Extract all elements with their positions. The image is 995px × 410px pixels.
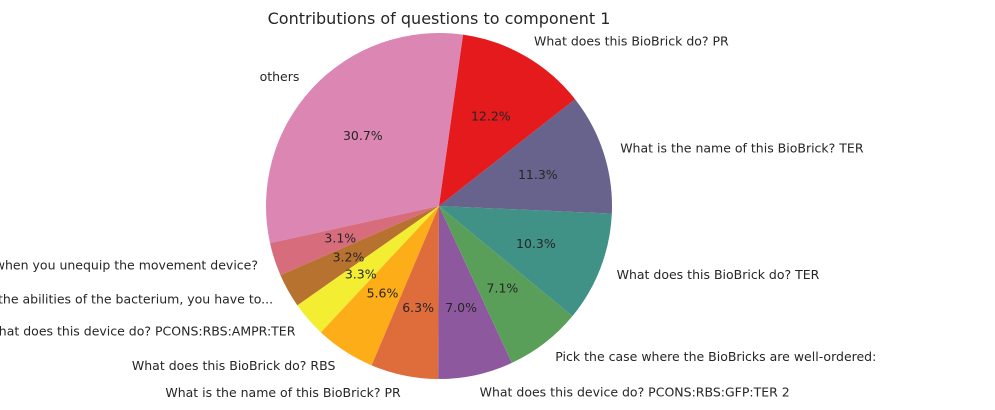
chart-title: Contributions of questions to component … — [268, 9, 611, 28]
slice-category-label: others — [260, 69, 300, 84]
slice-percent-label: 3.1% — [324, 231, 356, 246]
pie-slice — [439, 99, 612, 214]
pie-slice — [297, 206, 439, 333]
slice-percent-label: 11.3% — [518, 167, 558, 182]
slice-category-label: What is the name of this BioBrick? TER — [620, 140, 864, 155]
slice-percent-label: 12.2% — [471, 109, 511, 124]
pie-slices — [265, 32, 612, 380]
slice-category-label: What does this BioBrick do? RBS — [132, 358, 336, 373]
slice-percent-label: 6.3% — [402, 300, 434, 315]
slice-category-label: What is the name of this BioBrick? PR — [165, 385, 401, 400]
pie-slice — [320, 206, 439, 366]
pie-slice — [265, 32, 464, 244]
slice-percent-label: 3.2% — [333, 249, 365, 264]
pie-slice — [280, 206, 439, 306]
slice-category-label: What happens when you unequip the moveme… — [0, 257, 258, 272]
percent-labels: 30.7% 3.1% 3.2% 3.3% 5.6%6.3% 7.0% 7.1% 10.3% 11… — [324, 109, 557, 316]
pie-slice — [371, 206, 439, 379]
slice-category-label: Pick the case where the BioBricks are we… — [555, 349, 876, 364]
slice-category-label: What does this device do? PCONS:RBS:AMPR… — [0, 323, 296, 338]
slice-percent-label: 7.1% — [487, 281, 519, 296]
slice-percent-label: 3.3% — [345, 267, 377, 282]
pie-slice — [270, 206, 439, 276]
slice-percent-label: 5.6% — [367, 286, 399, 301]
slice-category-label: What does this BioBrick do? PR — [534, 34, 729, 49]
pie-slice — [439, 206, 573, 363]
slice-category-label: What does this device do? PCONS:RBS:GFP:… — [480, 384, 790, 399]
pie-slice — [439, 206, 612, 317]
slice-percent-label: 30.7% — [343, 128, 383, 143]
slice-labels: others What happens when you unequip the … — [0, 34, 876, 400]
slice-percent-label: 7.0% — [445, 300, 477, 315]
slice-category-label: In order to modify the abilities of the … — [0, 292, 273, 307]
pie-slice — [439, 34, 576, 207]
slice-percent-label: 10.3% — [516, 236, 556, 251]
pie-slice — [438, 206, 512, 380]
slice-category-label: What does this BioBrick do? TER — [617, 267, 820, 282]
